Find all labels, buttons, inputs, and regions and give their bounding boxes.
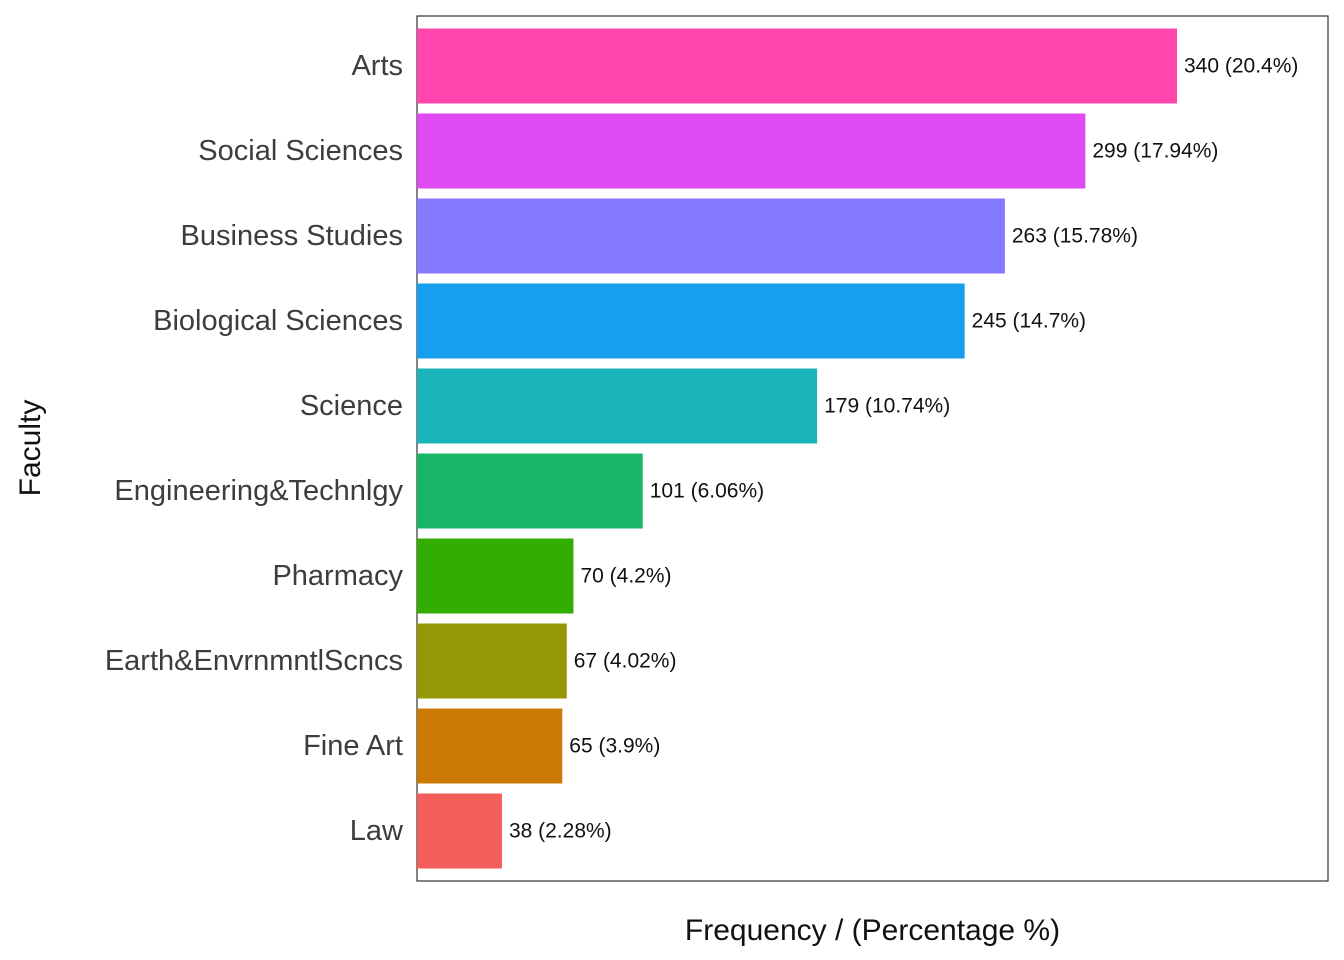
data-label-biological-sciences: 245 (14.7%)	[972, 310, 1086, 333]
bar-arts	[417, 28, 1177, 104]
category-label-fine-art: Fine Art	[303, 730, 403, 762]
data-labels: 38 (2.28%) 65 (3.9%) 67 (4.02%) 70 (4.2%) 10…	[509, 55, 1298, 843]
data-label-pharmacy: 70 (4.2%)	[580, 565, 671, 588]
data-label-business-studies: 263 (15.78%)	[1012, 225, 1138, 248]
plot-panel	[416, 15, 1329, 882]
category-label-biological-sciences: Biological Sciences	[153, 305, 403, 337]
category-label-law: Law	[350, 815, 404, 847]
data-label-engineering-technlgy: 101 (6.06%)	[650, 480, 764, 503]
x-axis-title: Frequency / (Percentage %)	[685, 914, 1060, 947]
data-label-earth-envrnmntlscncs: 67 (4.02%)	[574, 650, 677, 673]
data-label-science: 179 (10.74%)	[824, 395, 950, 418]
category-label-science: Science	[300, 390, 403, 422]
data-label-law: 38 (2.28%)	[509, 820, 612, 843]
category-label-earth-envrnmntlscncs: Earth&EnvrnmntlScncs	[105, 645, 403, 677]
category-label-pharmacy: Pharmacy	[272, 560, 403, 592]
y-axis-title: Faculty	[14, 400, 47, 497]
bar-law	[417, 793, 502, 869]
bars-layer	[417, 28, 1177, 869]
data-label-fine-art: 65 (3.9%)	[569, 735, 660, 758]
bar-fine-art	[417, 708, 563, 784]
category-label-business-studies: Business Studies	[181, 220, 403, 252]
data-label-arts: 340 (20.4%)	[1184, 55, 1298, 78]
category-label-engineering-technlgy: Engineering&Technlgy	[114, 475, 403, 507]
bar-social-sciences	[417, 113, 1086, 189]
data-label-social-sciences: 299 (17.94%)	[1092, 140, 1218, 163]
bar-science	[417, 368, 818, 444]
category-label-social-sciences: Social Sciences	[198, 135, 403, 167]
bar-biological-sciences	[417, 283, 965, 359]
bar-pharmacy	[417, 538, 574, 614]
category-labels: Law Fine Art Earth&EnvrnmntlScncs Pharmacy E…	[105, 50, 404, 847]
bar-earth-envrnmntlscncs	[417, 623, 567, 699]
category-label-arts: Arts	[351, 50, 403, 82]
bar-engineering-technlgy	[417, 453, 643, 529]
bar-business-studies	[417, 198, 1005, 274]
